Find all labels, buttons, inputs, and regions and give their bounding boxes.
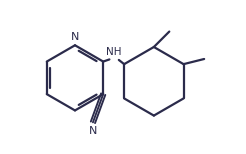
Text: NH: NH <box>106 47 122 57</box>
Text: N: N <box>71 32 79 42</box>
Text: N: N <box>89 126 97 136</box>
